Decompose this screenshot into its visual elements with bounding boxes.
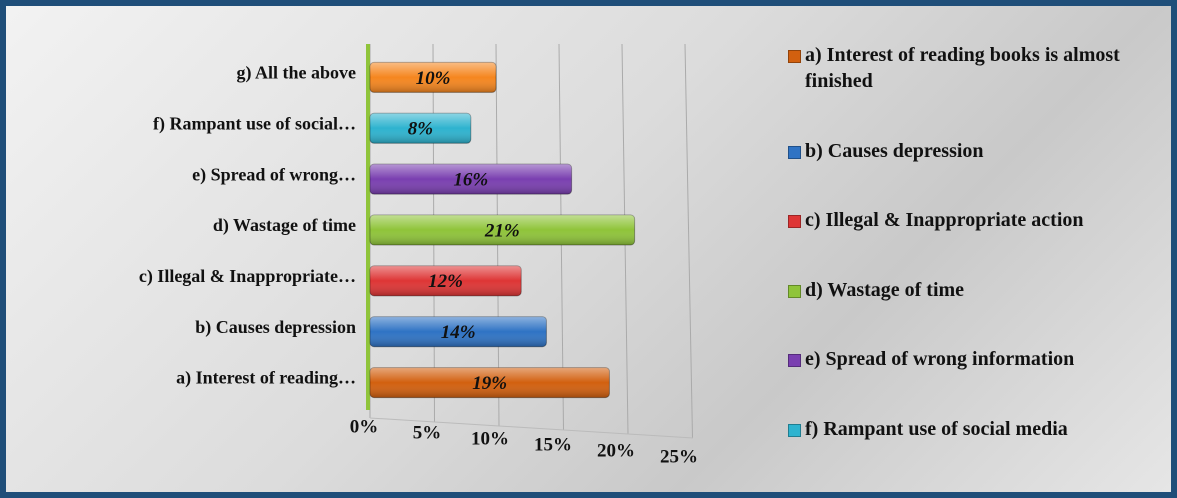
data-label: 19% bbox=[472, 373, 507, 394]
legend-label: d) Wastage of time bbox=[805, 278, 965, 301]
y-tick-label: g) All the above bbox=[237, 63, 357, 84]
data-label: 16% bbox=[453, 170, 488, 191]
y-tick-label: e) Spread of wrong… bbox=[192, 164, 356, 185]
data-label: 21% bbox=[484, 220, 520, 241]
data-label: 14% bbox=[441, 322, 476, 343]
legend-item: f) Rampant use of social media bbox=[788, 416, 1168, 442]
bar-shade bbox=[370, 367, 610, 398]
legend-swatch bbox=[788, 284, 801, 298]
legend-label: a) Interest of reading books is almost f… bbox=[805, 44, 1120, 92]
x-tick-label: 20% bbox=[597, 440, 635, 461]
legend-item: d) Wastage of time bbox=[788, 277, 1168, 303]
data-label: 10% bbox=[416, 68, 451, 89]
legend: a) Interest of reading books is almost f… bbox=[788, 42, 1168, 442]
x-tick-label: 10% bbox=[471, 428, 509, 449]
grid-line bbox=[684, 43, 693, 439]
legend-swatch bbox=[788, 354, 801, 368]
legend-item: a) Interest of reading books is almost f… bbox=[788, 42, 1168, 94]
data-label: 8% bbox=[408, 119, 433, 140]
legend-swatch bbox=[788, 423, 801, 437]
legend-item: e) Spread of wrong information bbox=[788, 346, 1168, 372]
bar-shade bbox=[370, 316, 547, 347]
legend-swatch bbox=[788, 145, 801, 159]
legend-swatch bbox=[788, 50, 801, 63]
legend-label: b) Causes depression bbox=[805, 139, 984, 162]
bar-shade bbox=[370, 164, 572, 195]
y-tick-label: f) Rampant use of social… bbox=[153, 113, 356, 134]
x-tick-label: 0% bbox=[350, 416, 379, 437]
x-tick-label: 5% bbox=[413, 422, 442, 443]
legend-item: b) Causes depression bbox=[788, 138, 1168, 164]
bar-shade bbox=[370, 113, 471, 144]
y-tick-label: d) Wastage of time bbox=[213, 215, 356, 236]
y-tick-label: a) Interest of reading… bbox=[176, 368, 356, 389]
x-tick-label: 25% bbox=[660, 446, 698, 467]
legend-label: c) Illegal & Inappropriate action bbox=[805, 209, 1084, 232]
bar-shade bbox=[370, 62, 496, 93]
y-tick-label: b) Causes depression bbox=[195, 317, 356, 338]
data-label: 12% bbox=[428, 271, 463, 292]
legend-item: c) Illegal & Inappropriate action bbox=[788, 207, 1168, 233]
x-tick-label: 15% bbox=[534, 434, 572, 455]
legend-label: f) Rampant use of social media bbox=[805, 417, 1068, 440]
axis-line bbox=[369, 417, 694, 439]
legend-label: e) Spread of wrong information bbox=[805, 348, 1075, 371]
bar-shade bbox=[370, 265, 522, 296]
bar-shade bbox=[370, 215, 635, 245]
legend-swatch bbox=[788, 215, 801, 229]
y-tick-label: c) Illegal & Inappropriate… bbox=[139, 266, 356, 287]
